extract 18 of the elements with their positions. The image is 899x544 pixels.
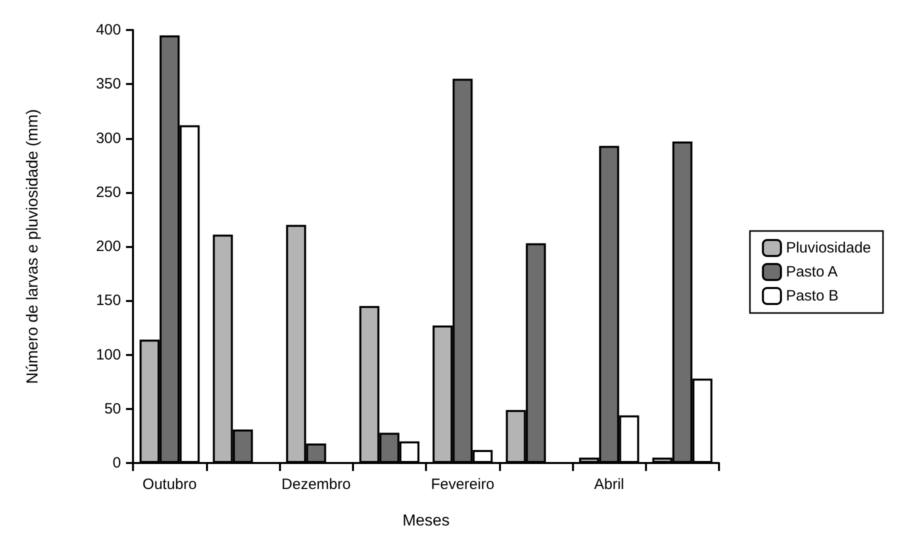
y-tick-label: 350 — [96, 76, 121, 93]
x-axis-title: Meses — [402, 512, 450, 530]
x-tick-label: Dezembro — [282, 476, 351, 493]
legend-label: Pasto A — [786, 264, 838, 280]
y-tick-label: 150 — [96, 292, 121, 310]
y-tick-label: 50 — [104, 400, 121, 418]
y-tick-label: 250 — [96, 184, 121, 201]
legend-label: Pasto B — [786, 288, 838, 304]
x-tick-label: Outubro — [142, 476, 197, 493]
legend-label: Pluviosidade — [786, 240, 872, 256]
y-tick-label: 200 — [96, 238, 121, 255]
y-tick-label: 100 — [96, 346, 121, 364]
y-tick-label: 0 — [112, 454, 121, 472]
y-tick-label: 400 — [96, 22, 121, 38]
x-tick-label: Fevereiro — [430, 476, 494, 493]
y-tick-label: 300 — [96, 130, 121, 147]
y-axis-title: Número de larvas e pluviosidade (mm) — [24, 109, 42, 384]
x-tick-label: Abril — [594, 476, 624, 493]
